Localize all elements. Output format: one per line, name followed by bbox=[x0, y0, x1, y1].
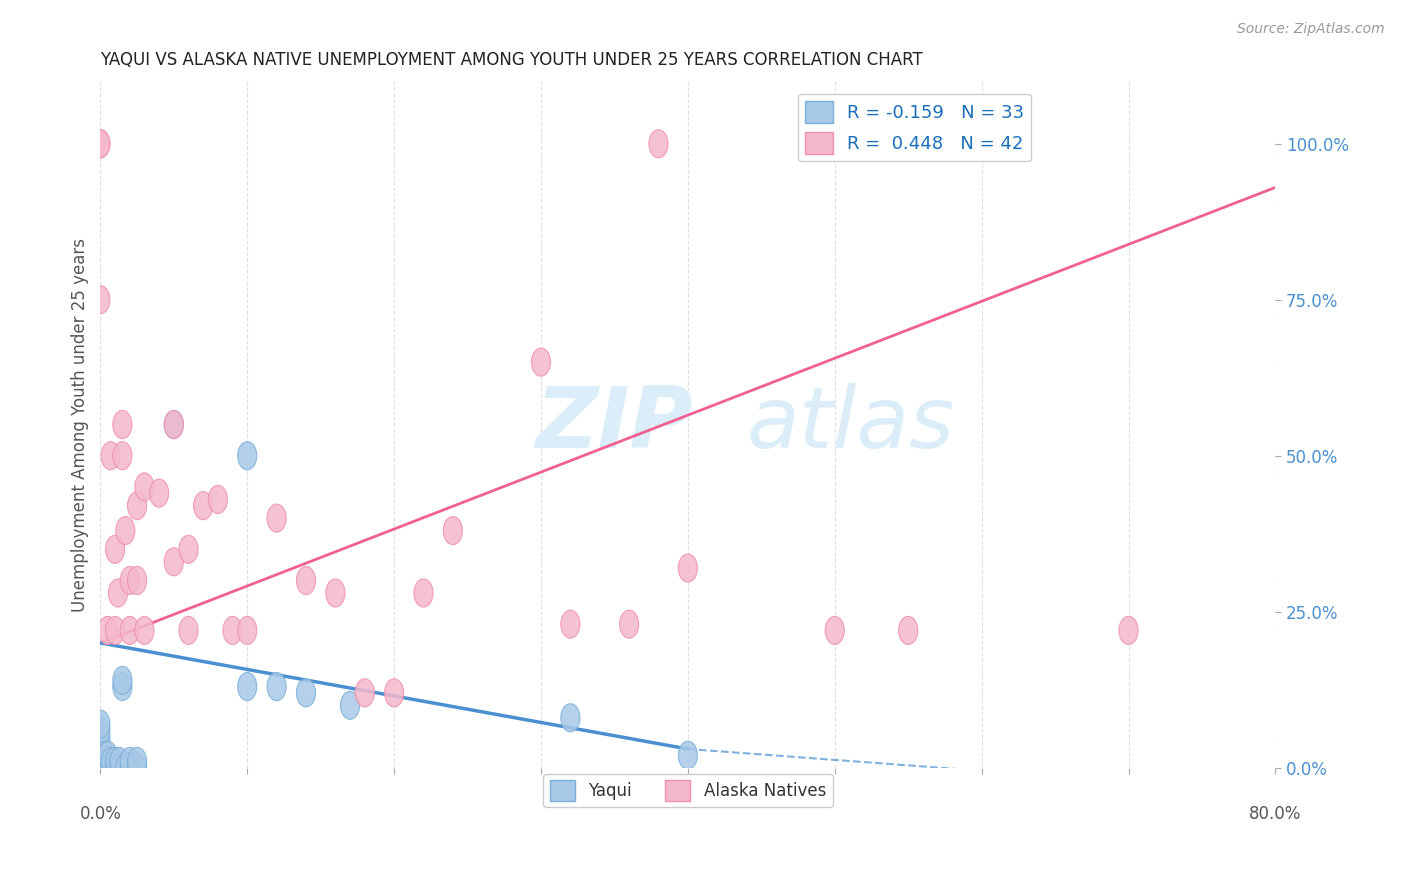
Ellipse shape bbox=[108, 579, 128, 607]
Ellipse shape bbox=[91, 285, 110, 314]
Ellipse shape bbox=[91, 729, 110, 756]
Text: ZIP: ZIP bbox=[536, 383, 693, 466]
Ellipse shape bbox=[825, 616, 845, 645]
Ellipse shape bbox=[267, 673, 287, 700]
Ellipse shape bbox=[105, 754, 125, 781]
Ellipse shape bbox=[91, 710, 110, 738]
Ellipse shape bbox=[620, 610, 638, 639]
Ellipse shape bbox=[120, 616, 139, 645]
Ellipse shape bbox=[128, 754, 146, 781]
Ellipse shape bbox=[110, 747, 129, 775]
Ellipse shape bbox=[165, 410, 183, 439]
Ellipse shape bbox=[194, 491, 212, 520]
Ellipse shape bbox=[120, 754, 139, 781]
Ellipse shape bbox=[678, 554, 697, 582]
Ellipse shape bbox=[128, 747, 146, 775]
Ellipse shape bbox=[105, 747, 125, 775]
Ellipse shape bbox=[165, 410, 183, 439]
Ellipse shape bbox=[238, 616, 257, 645]
Ellipse shape bbox=[297, 566, 315, 595]
Ellipse shape bbox=[105, 616, 125, 645]
Ellipse shape bbox=[385, 679, 404, 706]
Ellipse shape bbox=[267, 504, 287, 533]
Ellipse shape bbox=[112, 410, 132, 439]
Ellipse shape bbox=[98, 616, 117, 645]
Legend: Yaqui, Alaska Natives: Yaqui, Alaska Natives bbox=[543, 773, 832, 807]
Ellipse shape bbox=[650, 129, 668, 158]
Ellipse shape bbox=[112, 666, 132, 694]
Ellipse shape bbox=[91, 735, 110, 763]
Ellipse shape bbox=[128, 566, 146, 595]
Ellipse shape bbox=[112, 673, 132, 700]
Ellipse shape bbox=[356, 679, 374, 706]
Ellipse shape bbox=[224, 616, 242, 645]
Ellipse shape bbox=[326, 579, 344, 607]
Ellipse shape bbox=[120, 566, 139, 595]
Ellipse shape bbox=[898, 616, 918, 645]
Ellipse shape bbox=[128, 491, 146, 520]
Ellipse shape bbox=[91, 723, 110, 750]
Ellipse shape bbox=[96, 754, 114, 781]
Ellipse shape bbox=[112, 442, 132, 470]
Ellipse shape bbox=[208, 485, 228, 514]
Ellipse shape bbox=[91, 129, 110, 158]
Ellipse shape bbox=[101, 747, 120, 775]
Ellipse shape bbox=[1119, 616, 1137, 645]
Ellipse shape bbox=[91, 716, 110, 744]
Ellipse shape bbox=[238, 673, 257, 700]
Text: Source: ZipAtlas.com: Source: ZipAtlas.com bbox=[1237, 22, 1385, 37]
Ellipse shape bbox=[531, 348, 551, 376]
Ellipse shape bbox=[98, 754, 117, 781]
Ellipse shape bbox=[972, 129, 991, 158]
Ellipse shape bbox=[120, 747, 139, 775]
Ellipse shape bbox=[115, 516, 135, 545]
Ellipse shape bbox=[340, 691, 360, 719]
Ellipse shape bbox=[91, 754, 110, 781]
Ellipse shape bbox=[165, 548, 183, 576]
Ellipse shape bbox=[561, 610, 579, 639]
Ellipse shape bbox=[91, 129, 110, 158]
Ellipse shape bbox=[149, 479, 169, 508]
Ellipse shape bbox=[413, 579, 433, 607]
Text: YAQUI VS ALASKA NATIVE UNEMPLOYMENT AMONG YOUTH UNDER 25 YEARS CORRELATION CHART: YAQUI VS ALASKA NATIVE UNEMPLOYMENT AMON… bbox=[100, 51, 924, 69]
Ellipse shape bbox=[443, 516, 463, 545]
Text: atlas: atlas bbox=[747, 383, 955, 466]
Ellipse shape bbox=[678, 741, 697, 769]
Ellipse shape bbox=[110, 754, 129, 781]
Ellipse shape bbox=[98, 741, 117, 769]
Ellipse shape bbox=[115, 754, 135, 781]
Ellipse shape bbox=[561, 704, 579, 731]
Ellipse shape bbox=[105, 535, 125, 564]
Ellipse shape bbox=[91, 747, 110, 775]
Ellipse shape bbox=[135, 473, 155, 501]
Text: 80.0%: 80.0% bbox=[1249, 805, 1302, 823]
Ellipse shape bbox=[135, 616, 155, 645]
Ellipse shape bbox=[179, 535, 198, 564]
Ellipse shape bbox=[96, 741, 114, 769]
Ellipse shape bbox=[297, 679, 315, 706]
Y-axis label: Unemployment Among Youth under 25 years: Unemployment Among Youth under 25 years bbox=[72, 237, 89, 612]
Ellipse shape bbox=[101, 442, 120, 470]
Ellipse shape bbox=[179, 616, 198, 645]
Ellipse shape bbox=[101, 754, 120, 781]
Text: 0.0%: 0.0% bbox=[79, 805, 121, 823]
Ellipse shape bbox=[238, 442, 257, 470]
Ellipse shape bbox=[91, 741, 110, 769]
